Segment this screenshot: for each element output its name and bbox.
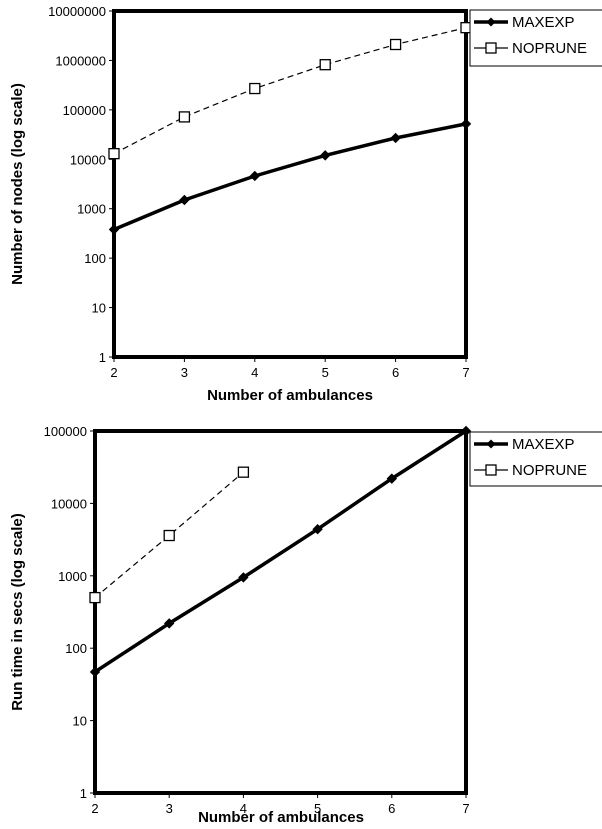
y-tick-label: 1000 xyxy=(77,202,106,217)
x-tick-label: 7 xyxy=(462,365,469,380)
data-point-maxexp xyxy=(386,473,398,484)
data-point-maxexp xyxy=(238,572,249,583)
data-point-maxexp xyxy=(108,224,120,235)
data-point-noprune xyxy=(389,38,402,51)
data-point-noprune xyxy=(249,82,261,95)
legend-label: NOPRUNE xyxy=(512,462,587,479)
x-axis-title: Number of ambulances xyxy=(207,387,373,404)
y-tick-label: 1 xyxy=(80,786,87,801)
data-point-maxexp xyxy=(319,150,331,161)
x-axis-title: Number of ambulances xyxy=(198,809,364,826)
x-tick-label: 2 xyxy=(91,801,98,816)
x-tick-label: 2 xyxy=(110,365,117,380)
data-point-maxexp xyxy=(179,194,190,206)
series-line-maxexp xyxy=(94,429,467,674)
y-axis-title: Run time in secs (log scale) xyxy=(9,513,26,711)
y-tick-label: 10000 xyxy=(70,152,106,167)
y-tick-label: 100 xyxy=(65,641,87,656)
data-point-maxexp xyxy=(312,524,323,535)
series-line-noprune xyxy=(113,27,467,155)
x-tick-label: 3 xyxy=(181,365,188,380)
legend-label: MAXEXP xyxy=(512,14,575,31)
data-point-noprune xyxy=(237,466,250,478)
data-point-maxexp xyxy=(460,118,472,130)
y-tick-label: 100000 xyxy=(63,103,106,118)
plot-frame xyxy=(93,429,468,795)
y-tick-label: 10000 xyxy=(51,496,87,511)
y-tick-label: 1 xyxy=(99,350,106,365)
data-point-maxexp xyxy=(89,666,101,678)
data-point-noprune xyxy=(319,59,331,71)
legend-label: NOPRUNE xyxy=(512,40,587,57)
data-point-noprune xyxy=(89,591,101,604)
y-tick-label: 10 xyxy=(73,714,87,729)
plot-frame xyxy=(112,9,468,359)
nodes-chart: 1 10 100 1000 10000 100000 1000000 10000000 2 3 4 5… xyxy=(9,4,602,404)
legend-label: MAXEXP xyxy=(512,436,575,453)
y-tick-label: 100 xyxy=(84,251,106,266)
x-tick-label: 4 xyxy=(240,801,247,816)
data-point-noprune xyxy=(178,111,191,123)
legend-swatch-marker xyxy=(485,42,497,54)
x-tick-label: 5 xyxy=(314,801,321,816)
y-tick-label: 100000 xyxy=(44,424,87,439)
y-tick-label: 1000000 xyxy=(55,53,106,68)
legend-swatch-marker xyxy=(485,464,497,476)
data-point-maxexp xyxy=(249,170,261,182)
data-point-maxexp xyxy=(390,132,401,144)
data-point-maxexp xyxy=(460,425,472,437)
series-line-maxexp xyxy=(113,122,467,232)
x-tick-label: 6 xyxy=(392,365,399,380)
data-point-noprune xyxy=(108,148,120,160)
data-point-maxexp xyxy=(163,618,175,629)
legend-swatch-marker xyxy=(486,439,496,449)
y-axis-title: Number of nodes (log scale) xyxy=(9,83,26,285)
data-point-noprune xyxy=(163,529,175,542)
x-tick-label: 3 xyxy=(166,801,173,816)
x-tick-label: 6 xyxy=(388,801,395,816)
y-tick-label: 10 xyxy=(92,301,106,316)
x-tick-label: 7 xyxy=(462,801,469,816)
series-line-noprune xyxy=(94,471,244,599)
legend-swatch-marker xyxy=(486,17,496,27)
runtime-chart: 1 10 100 1000 10000 100000 2 3 4 5 6 7 Number of amb… xyxy=(9,424,602,826)
x-tick-label: 5 xyxy=(322,365,329,380)
y-tick-label: 10000000 xyxy=(48,4,106,19)
y-tick-label: 1000 xyxy=(58,569,87,584)
x-tick-label: 4 xyxy=(251,365,258,380)
